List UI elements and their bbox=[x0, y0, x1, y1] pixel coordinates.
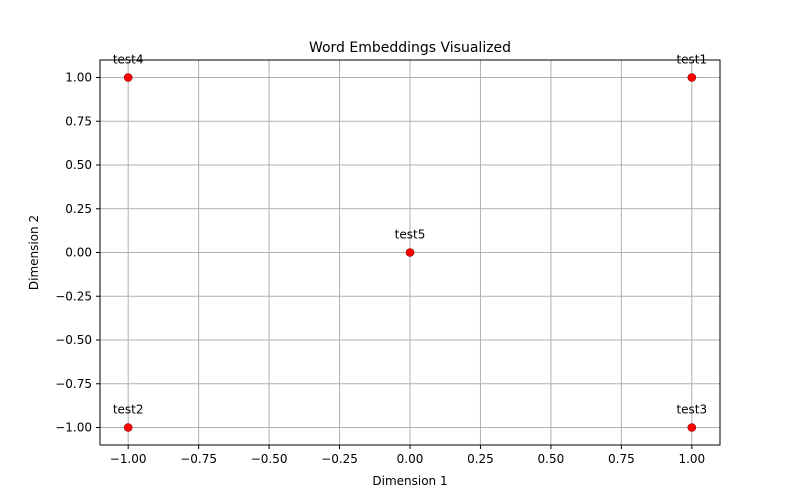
y-tick-label: −0.25 bbox=[55, 289, 92, 303]
x-tick-label: −0.75 bbox=[180, 452, 217, 466]
y-tick-label: −1.00 bbox=[55, 421, 92, 435]
scatter-point-test4 bbox=[123, 73, 133, 82]
x-tick-label: −0.25 bbox=[321, 452, 358, 466]
y-tick-label: −0.50 bbox=[55, 333, 92, 347]
chart-title: Word Embeddings Visualized bbox=[309, 40, 511, 56]
point-label-test5: test5 bbox=[395, 228, 426, 242]
x-axis-ticks: −1.00 −0.75 −0.50 −0.25 0.00 0.25 0.50 0.75 1.00 bbox=[110, 445, 705, 466]
y-tick-label: −0.75 bbox=[55, 377, 92, 391]
x-tick-label: 0.75 bbox=[608, 452, 635, 466]
x-tick-label: 0.25 bbox=[467, 452, 494, 466]
scatter-point-test2 bbox=[123, 423, 133, 432]
y-axis-label: Dimension 2 bbox=[27, 215, 41, 290]
scatter-point-test5 bbox=[405, 248, 415, 257]
point-label-test3: test3 bbox=[676, 403, 707, 417]
y-tick-label: 1.00 bbox=[65, 71, 92, 85]
x-tick-label: −0.50 bbox=[251, 452, 288, 466]
scatter-point-test1 bbox=[687, 73, 697, 82]
x-tick-label: −1.00 bbox=[110, 452, 147, 466]
point-label-test2: test2 bbox=[113, 403, 144, 417]
y-tick-label: 0.75 bbox=[65, 114, 92, 128]
y-tick-label: 0.50 bbox=[65, 158, 92, 172]
x-axis-label: Dimension 1 bbox=[372, 474, 447, 488]
scatter-point-test3 bbox=[687, 423, 697, 432]
y-axis-ticks: −1.00 −0.75 −0.50 −0.25 0.00 0.25 0.50 0.75 1.00 bbox=[55, 71, 100, 435]
y-tick-label: 0.00 bbox=[65, 246, 92, 260]
x-tick-label: 1.00 bbox=[678, 452, 705, 466]
y-tick-label: 0.25 bbox=[65, 202, 92, 216]
x-tick-label: 0.00 bbox=[397, 452, 424, 466]
x-tick-label: 0.50 bbox=[538, 452, 565, 466]
